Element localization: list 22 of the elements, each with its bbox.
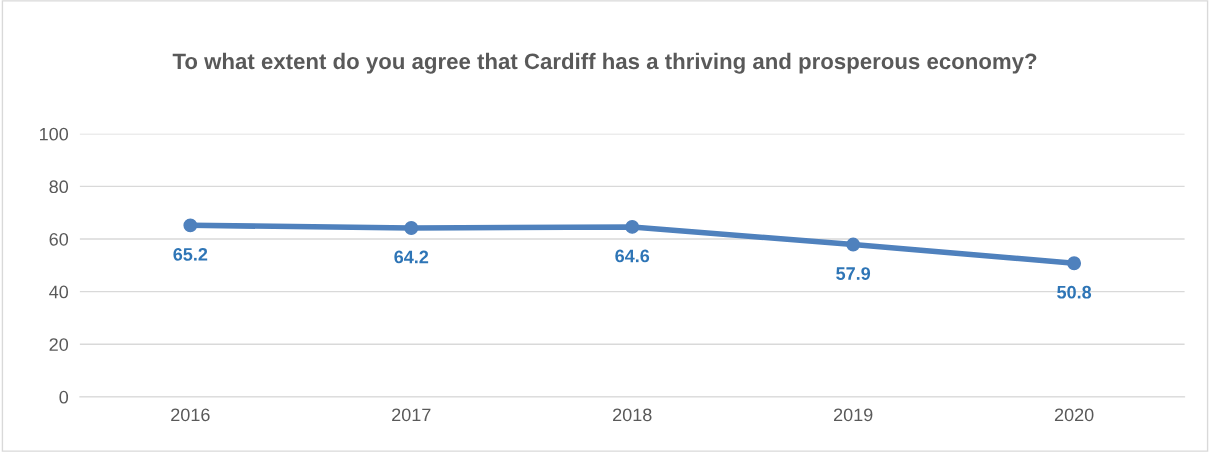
point <box>1067 256 1082 271</box>
point <box>846 237 861 252</box>
data-label: 57.9 <box>836 267 871 280</box>
data-label: 64.6 <box>615 249 650 263</box>
point <box>625 219 640 234</box>
y-tick-label: 80 <box>49 180 69 194</box>
y-tick-label: 40 <box>49 285 69 299</box>
x-tick-label: 2019 <box>834 408 873 422</box>
point <box>183 218 198 233</box>
x-tick-label: 2017 <box>392 408 431 422</box>
x-tick-label: 2020 <box>1054 408 1094 422</box>
y-tick-label: 60 <box>49 232 69 246</box>
data-label: 65.2 <box>173 247 208 261</box>
data-label: 64.2 <box>394 250 429 264</box>
y-tick-label: 100 <box>40 127 69 141</box>
y-tick-label: 20 <box>49 338 69 351</box>
y-tick-label: 0 <box>59 390 69 404</box>
data-label: 50.8 <box>1057 285 1092 299</box>
point <box>404 221 419 235</box>
chart-title: To what extent do you agree that Cardiff has a thriving and prosperous economy? <box>172 52 1037 74</box>
x-tick-label: 2018 <box>613 408 652 422</box>
x-tick-label: 2016 <box>171 408 210 422</box>
